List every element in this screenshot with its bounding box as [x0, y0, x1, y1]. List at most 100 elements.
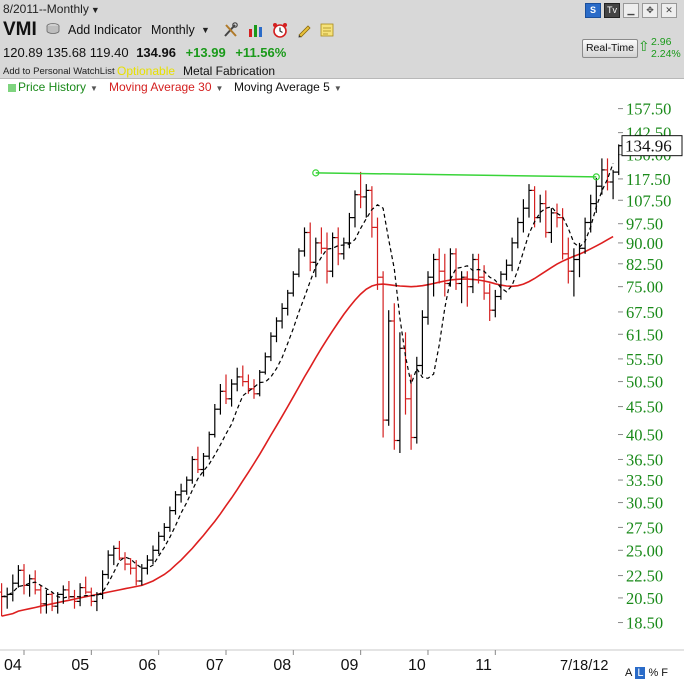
ohlc-bar — [155, 531, 162, 555]
bar-chart-icon[interactable] — [247, 22, 265, 38]
ohlc-bar — [340, 237, 347, 260]
period-dropdown-caret-icon: ▼ — [90, 5, 100, 15]
ohlc-bar — [88, 587, 95, 607]
ohlc-bar — [105, 550, 112, 579]
ohlc-bar — [565, 237, 572, 284]
ohlc-bar — [312, 237, 319, 278]
ohlc-bar — [492, 289, 499, 318]
ohlc-bar — [436, 248, 443, 284]
trendline-handle-end — [592, 173, 600, 181]
trendline-handle-start — [312, 169, 320, 177]
y-tick-label: 22.50 — [626, 567, 663, 586]
ticker-symbol: VMI — [3, 19, 37, 40]
ohlc-bar — [239, 365, 246, 387]
legend-price-caret-icon: ▼ — [90, 84, 98, 93]
ohlc-bar — [116, 540, 123, 561]
legend-price-label: Price History — [18, 80, 87, 94]
ohlc-bar — [307, 222, 314, 272]
y-tick-label: 33.50 — [626, 471, 663, 490]
close-icon[interactable]: ✕ — [661, 3, 677, 18]
ohlc-bar — [486, 283, 493, 321]
s-button[interactable]: S — [585, 3, 601, 18]
ohlc-bar — [352, 190, 358, 228]
ohlc-bar — [335, 227, 342, 266]
ohlc-bar — [458, 271, 465, 304]
disk-icon[interactable] — [46, 23, 60, 35]
ohlc-bar — [279, 303, 286, 329]
ohlc-bar — [419, 310, 426, 375]
y-tick-label: 107.50 — [626, 191, 671, 210]
ohlc-bar — [43, 589, 50, 614]
ohlc-bar — [514, 217, 521, 249]
y-tick-label: 157.50 — [626, 100, 671, 119]
badge-percent[interactable]: % — [648, 667, 659, 679]
alarm-clock-icon[interactable] — [271, 22, 289, 38]
y-tick-label: 117.50 — [626, 170, 671, 189]
ohlc-bar — [441, 253, 448, 297]
ohlc-bar — [610, 169, 617, 200]
frequency-dropdown-caret-icon[interactable]: ▼ — [201, 25, 210, 35]
legend-moving-average-30[interactable]: Moving Average 30 ▼ — [109, 80, 223, 94]
ohlc-bar — [548, 208, 555, 243]
x-tick-label: 10 — [408, 657, 426, 674]
ohlc-bar — [150, 545, 156, 565]
ohlc-bar — [262, 352, 269, 375]
ohlc-bar — [127, 558, 134, 575]
ohlc-bar — [324, 232, 330, 284]
pencil-icon[interactable] — [296, 22, 314, 38]
ohlc-bar — [615, 144, 622, 176]
x-tick-label: 06 — [139, 657, 157, 674]
ohlc-bar — [267, 332, 274, 362]
ohlc-bar — [21, 564, 27, 595]
ohlc-bar — [122, 552, 128, 571]
period-selector[interactable]: 8/2011--Monthly ▼ — [3, 2, 100, 16]
low-price: 119.40 — [89, 45, 129, 60]
y-tick-label: 40.50 — [626, 426, 663, 445]
badge-f[interactable]: F — [661, 667, 668, 679]
ohlc-bar — [273, 317, 280, 343]
ohlc-bar — [537, 194, 544, 223]
ohlc-bar — [402, 332, 409, 415]
frequency-select[interactable]: Monthly — [151, 23, 195, 37]
note-icon[interactable] — [318, 22, 336, 38]
y-tick-label: 67.50 — [626, 303, 663, 322]
tools-icon[interactable] — [222, 22, 240, 38]
ohlc-bar — [598, 158, 605, 195]
footer-badges: A L% F — [625, 667, 671, 679]
ohlc-bar — [526, 184, 532, 218]
ohlc-bar — [318, 227, 325, 254]
move-icon[interactable]: ✥ — [642, 3, 658, 18]
quote-header: 8/2011--Monthly ▼ VMI Add Indicator Month… — [0, 0, 684, 79]
ohlc-bar — [464, 271, 471, 307]
minimize-icon[interactable]: ▁ — [623, 3, 639, 18]
ohlc-bar — [430, 253, 437, 297]
ohlc-bar — [110, 545, 117, 566]
ohlc-bar — [49, 592, 56, 612]
x-tick-label: 04 — [4, 657, 22, 674]
ohlc-bar — [54, 592, 61, 614]
ohlc-bar — [503, 259, 510, 281]
ohlc-bar — [554, 203, 560, 228]
last-price-box — [621, 135, 683, 157]
tv-button[interactable]: Tv — [604, 3, 620, 18]
industry-label[interactable]: Metal Fabrication — [183, 64, 276, 78]
last-price-label: 134.96 — [625, 137, 672, 156]
add-indicator-button[interactable]: Add Indicator — [68, 23, 142, 37]
badge-l[interactable]: L — [635, 667, 646, 679]
ohlc-bar — [363, 184, 370, 218]
y-tick-label: 82.50 — [626, 255, 663, 274]
ohlc-bar — [295, 248, 302, 278]
legend-ma30-label: Moving Average 30 — [109, 80, 212, 94]
ohlc-bar — [4, 587, 11, 609]
realtime-button[interactable]: Real-Time — [582, 39, 638, 58]
ohlc-bar — [228, 379, 235, 407]
y-tick-label: 75.00 — [626, 278, 663, 297]
ohlc-bar — [211, 404, 218, 438]
legend-price-history[interactable]: Price History ▼ — [8, 80, 98, 94]
legend-moving-average-5[interactable]: Moving Average 5 ▼ — [234, 80, 342, 94]
add-to-watchlist-link[interactable]: Add to Personal WatchList — [3, 66, 115, 77]
y-tick-label: 30.50 — [626, 494, 663, 513]
up-arrow-icon: ⇧ — [638, 38, 650, 54]
badge-a[interactable]: A — [625, 667, 633, 679]
